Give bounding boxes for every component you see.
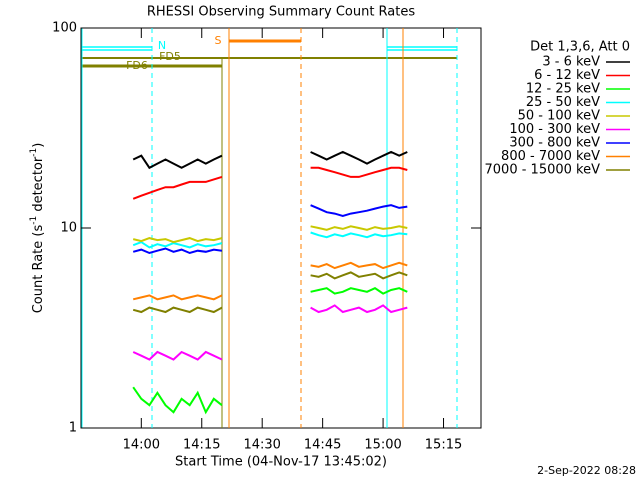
series-line xyxy=(132,304,408,361)
chart-title: RHESSI Observing Summary Count Rates xyxy=(147,5,416,20)
x-tick-label: 14:15 xyxy=(183,438,220,453)
plot-frame xyxy=(80,27,482,429)
series-line xyxy=(132,204,408,255)
y-label-part: Count Rate (s xyxy=(31,225,46,314)
legend-label: 300 - 800 keV xyxy=(509,136,600,151)
legend-label: 25 - 50 keV xyxy=(526,95,600,110)
legend-label: 800 - 7000 keV xyxy=(501,149,600,164)
y-label-part: -1 xyxy=(29,216,39,225)
flag-label: FD5 xyxy=(159,50,181,63)
legend-label: 100 - 300 keV xyxy=(509,122,600,137)
legend-label: 6 - 12 keV xyxy=(534,68,600,83)
flags xyxy=(81,28,458,428)
y-tick-label: 1 xyxy=(69,421,77,436)
legend-label: 7000 - 15000 keV xyxy=(485,163,601,178)
y-axis-label: Count Rate (s-1 detector-1) xyxy=(29,143,46,314)
y-label-part: detector xyxy=(31,156,46,216)
legend-title: Det 1,3,6, Att 0 xyxy=(530,40,630,55)
legend-label: 3 - 6 keV xyxy=(542,55,600,70)
y-tick-label: 100 xyxy=(52,21,77,36)
x-tick-label: 15:00 xyxy=(364,438,401,453)
legend-label: 12 - 25 keV xyxy=(526,82,600,97)
series-line xyxy=(132,225,408,244)
legend-label: 50 - 100 keV xyxy=(518,109,601,124)
series-line xyxy=(132,166,408,200)
x-tick-label: 15:15 xyxy=(425,438,462,453)
series-line xyxy=(132,231,408,249)
y-label-part: ) xyxy=(31,143,46,148)
flag-label: N xyxy=(158,39,166,52)
series-line xyxy=(132,261,408,301)
y-label-part: -1 xyxy=(29,148,39,157)
flag-label: S xyxy=(215,34,222,47)
flag-label: FD6 xyxy=(126,59,148,72)
series-line xyxy=(132,150,408,170)
y-tick-label: 10 xyxy=(60,221,77,236)
x-axis-label: Start Time (04-Nov-17 13:45:02) xyxy=(175,455,387,470)
series-line xyxy=(132,287,408,415)
x-tick-label: 14:00 xyxy=(123,438,160,453)
x-tick-label: 14:30 xyxy=(243,438,280,453)
x-tick-label: 14:45 xyxy=(304,438,341,453)
series-line xyxy=(132,271,408,314)
footer: 2-Sep-2022 08:28 xyxy=(537,464,636,477)
